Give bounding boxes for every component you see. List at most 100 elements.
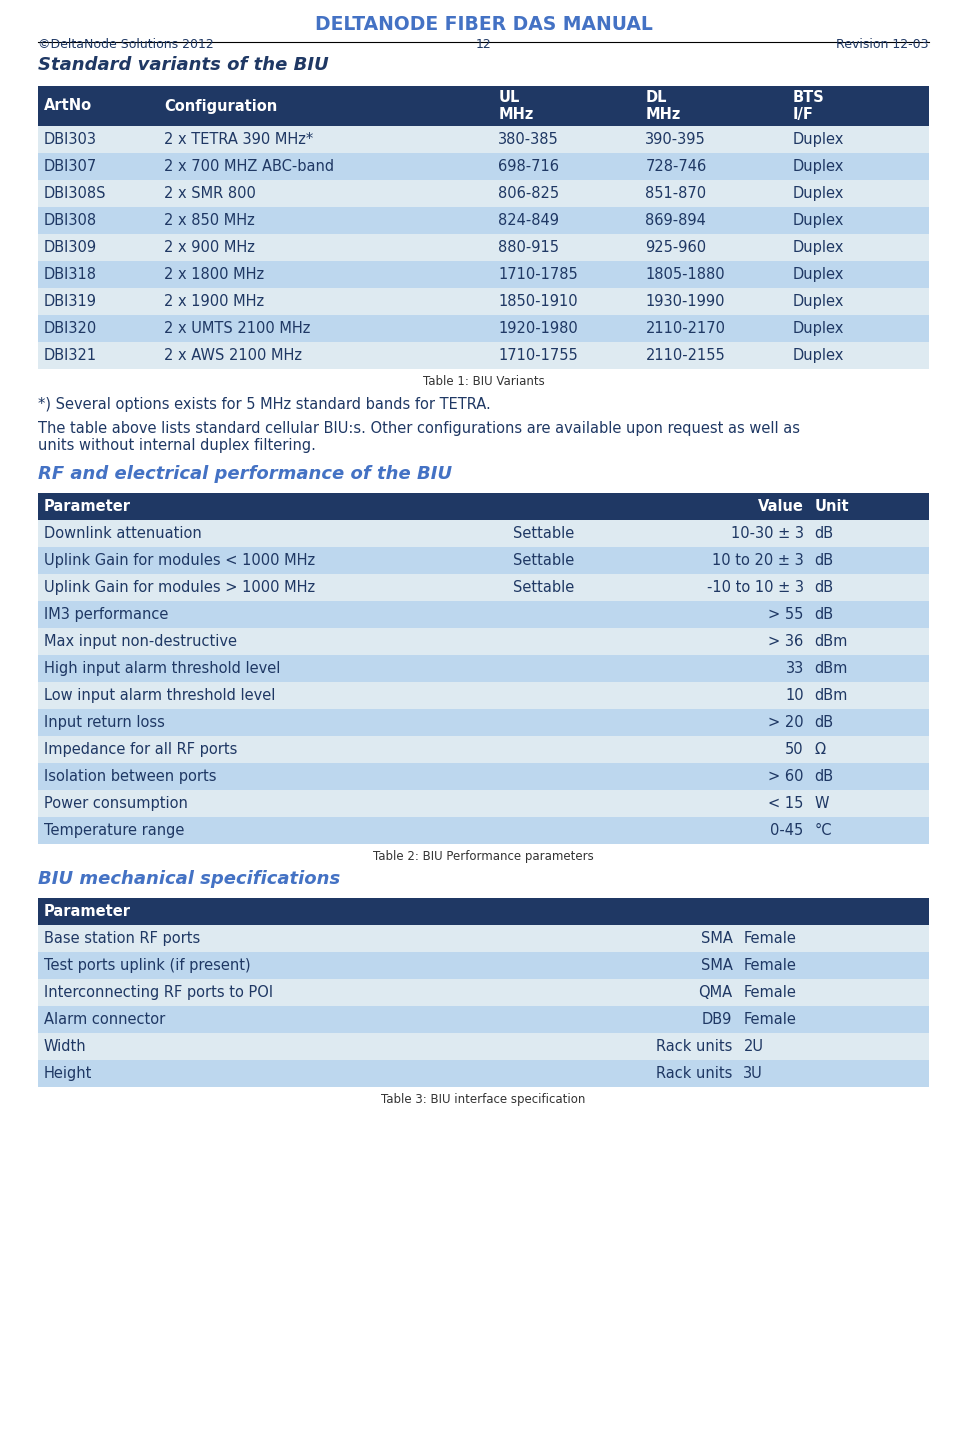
Text: 2 x 1900 MHz: 2 x 1900 MHz [164, 294, 264, 309]
Text: dB: dB [815, 553, 834, 569]
Text: dB: dB [815, 770, 834, 784]
Bar [38, 709, 929, 737]
Text: Interconnecting RF ports to POI: Interconnecting RF ports to POI [44, 985, 273, 999]
Text: DBI309: DBI309 [44, 240, 97, 256]
Text: DBI303: DBI303 [44, 132, 97, 146]
Text: Uplink Gain for modules > 1000 MHz: Uplink Gain for modules > 1000 MHz [44, 580, 315, 595]
Bar [38, 817, 929, 844]
Text: Power consumption: Power consumption [44, 796, 188, 811]
Text: Duplex: Duplex [792, 267, 844, 281]
Text: ArtNo: ArtNo [44, 99, 92, 113]
Text: Settable: Settable [513, 580, 574, 595]
Text: Duplex: Duplex [792, 132, 844, 146]
Text: 851-870: 851-870 [645, 187, 707, 201]
Bar [38, 1007, 929, 1032]
Text: DBI321: DBI321 [44, 348, 97, 363]
Text: DBI308: DBI308 [44, 213, 97, 228]
Text: DBI318: DBI318 [44, 267, 97, 281]
Bar [38, 655, 929, 682]
Text: Rack units: Rack units [656, 1066, 732, 1081]
Text: Configuration: Configuration [164, 99, 278, 113]
Text: 2 x 850 MHz: 2 x 850 MHz [164, 213, 255, 228]
Text: dB: dB [815, 607, 834, 622]
Text: Rack units: Rack units [656, 1040, 732, 1054]
Text: -10 to 10 ± 3: -10 to 10 ± 3 [707, 580, 804, 595]
Text: 50: 50 [785, 742, 804, 757]
Text: DBI308S: DBI308S [44, 187, 106, 201]
Text: > 20: > 20 [768, 715, 804, 729]
Text: dBm: dBm [815, 635, 848, 649]
Text: 2 x SMR 800: 2 x SMR 800 [164, 187, 256, 201]
Text: Table 3: BIU interface specification: Table 3: BIU interface specification [381, 1093, 586, 1106]
Text: 1805-1880: 1805-1880 [645, 267, 725, 281]
Bar [38, 234, 929, 261]
Text: 12: 12 [476, 37, 491, 52]
Text: *) Several options exists for 5 MHz standard bands for TETRA.: *) Several options exists for 5 MHz stan… [38, 396, 490, 412]
Bar [38, 1060, 929, 1087]
Text: Duplex: Duplex [792, 159, 844, 174]
Text: 2110-2155: 2110-2155 [645, 348, 725, 363]
Bar [38, 126, 929, 154]
Text: Standard variants of the BIU: Standard variants of the BIU [38, 56, 329, 75]
Bar [38, 547, 929, 574]
Text: High input alarm threshold level: High input alarm threshold level [44, 661, 280, 676]
Text: 1710-1755: 1710-1755 [498, 348, 578, 363]
Text: QMA: QMA [698, 985, 732, 999]
Text: dBm: dBm [815, 688, 848, 704]
Text: SMA: SMA [700, 958, 732, 974]
Text: W: W [815, 796, 830, 811]
Text: 0-45: 0-45 [771, 823, 804, 839]
Text: 1710-1785: 1710-1785 [498, 267, 578, 281]
Bar [38, 602, 929, 628]
Text: Value: Value [758, 498, 804, 514]
Bar [38, 180, 929, 207]
Bar [38, 520, 929, 547]
Text: Test ports uplink (if present): Test ports uplink (if present) [44, 958, 250, 974]
Text: Female: Female [744, 985, 796, 999]
Text: SMA: SMA [700, 931, 732, 946]
Text: > 55: > 55 [769, 607, 804, 622]
Text: 10 to 20 ± 3: 10 to 20 ± 3 [712, 553, 804, 569]
Text: Parameter: Parameter [44, 905, 131, 919]
Bar [38, 493, 929, 520]
Text: 2 x 700 MHZ ABC-band: 2 x 700 MHZ ABC-band [164, 159, 335, 174]
Text: Revision 12-03: Revision 12-03 [836, 37, 929, 52]
Text: > 60: > 60 [768, 770, 804, 784]
Text: RF and electrical performance of the BIU: RF and electrical performance of the BIU [38, 465, 453, 482]
Text: Impedance for all RF ports: Impedance for all RF ports [44, 742, 237, 757]
Text: 3U: 3U [744, 1066, 763, 1081]
Text: dBm: dBm [815, 661, 848, 676]
Bar [38, 682, 929, 709]
Bar [38, 628, 929, 655]
Text: 33: 33 [785, 661, 804, 676]
Text: Downlink attenuation: Downlink attenuation [44, 526, 202, 541]
Text: 1920-1980: 1920-1980 [498, 322, 578, 336]
Text: 925-960: 925-960 [645, 240, 707, 256]
Text: Table 2: BIU Performance parameters: Table 2: BIU Performance parameters [373, 850, 594, 863]
Text: Ω: Ω [815, 742, 826, 757]
Text: DBI319: DBI319 [44, 294, 97, 309]
Text: 2 x TETRA 390 MHz*: 2 x TETRA 390 MHz* [164, 132, 313, 146]
Text: Base station RF ports: Base station RF ports [44, 931, 200, 946]
Text: 806-825: 806-825 [498, 187, 560, 201]
Text: °C: °C [815, 823, 833, 839]
Text: The table above lists standard cellular BIU:s. Other configurations are availabl: The table above lists standard cellular … [38, 421, 800, 454]
Text: 698-716: 698-716 [498, 159, 560, 174]
Text: Unit: Unit [815, 498, 849, 514]
Bar [38, 952, 929, 979]
Text: DBI320: DBI320 [44, 322, 98, 336]
Text: Female: Female [744, 958, 796, 974]
Text: DB9: DB9 [702, 1012, 732, 1027]
Text: Settable: Settable [513, 553, 574, 569]
Bar [38, 342, 929, 369]
Bar [38, 763, 929, 790]
Text: Uplink Gain for modules < 1000 MHz: Uplink Gain for modules < 1000 MHz [44, 553, 315, 569]
Bar [38, 86, 929, 126]
Text: 1850-1910: 1850-1910 [498, 294, 578, 309]
Text: Table 1: BIU Variants: Table 1: BIU Variants [423, 375, 544, 388]
Text: Parameter: Parameter [44, 498, 131, 514]
Text: 2110-2170: 2110-2170 [645, 322, 725, 336]
Text: Duplex: Duplex [792, 294, 844, 309]
Text: Duplex: Duplex [792, 240, 844, 256]
Text: 2 x AWS 2100 MHz: 2 x AWS 2100 MHz [164, 348, 303, 363]
